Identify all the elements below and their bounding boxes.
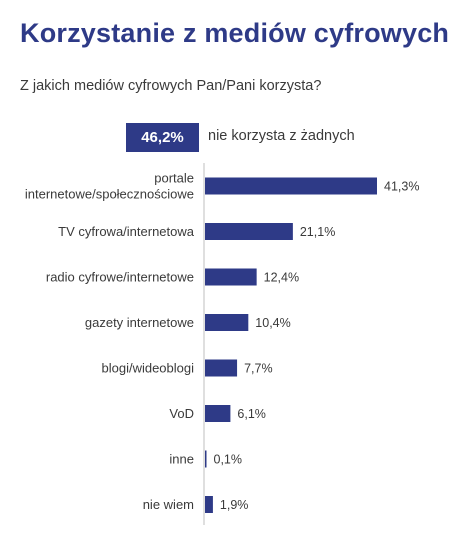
value-label-7: 1,9%: [220, 498, 249, 512]
category-label-line: inne: [169, 452, 194, 467]
category-label-line: VoD: [169, 406, 194, 421]
category-label-0: portale internetowe/społecznościowe: [25, 171, 194, 202]
no-use-label: nie korzysta z żadnych: [208, 128, 355, 144]
category-label-2: radio cyfrowe/internetowe: [46, 270, 194, 285]
category-label-line: blogi/wideoblogi: [101, 361, 194, 376]
category-label-5: VoD: [169, 406, 194, 421]
value-label-3: 10,4%: [255, 316, 290, 330]
bar-2: [205, 268, 257, 286]
bar-4: [205, 359, 238, 377]
category-label-line: TV cyfrowa/internetowa: [58, 224, 195, 239]
bar-0: [205, 177, 377, 195]
bars-group: 41,3% portale internetowe/społecznościowe 2…: [25, 171, 419, 513]
value-label-5: 6,1%: [237, 407, 266, 421]
bar-6: [205, 450, 207, 468]
category-label-3: gazety internetowe: [85, 315, 194, 330]
chart-title: Korzystanie z mediów cyfrowych: [20, 18, 450, 48]
category-label-line: gazety internetowe: [85, 315, 194, 330]
category-label-6: inne: [169, 452, 194, 467]
category-label-line: nie wiem: [143, 497, 194, 512]
bar-5: [205, 405, 231, 422]
value-label-4: 7,7%: [244, 362, 273, 376]
category-label-4: blogi/wideoblogi: [101, 361, 194, 376]
no-use-percent-value: 46,2%: [141, 129, 184, 146]
category-label-line: internetowe/społecznościowe: [25, 187, 194, 202]
category-label-7: nie wiem: [143, 497, 194, 512]
value-label-6: 0,1%: [214, 453, 243, 467]
question-text: Z jakich mediów cyfrowych Pan/Pani korzy…: [20, 78, 322, 94]
value-label-0: 41,3%: [384, 180, 419, 194]
bar-3: [205, 314, 249, 331]
category-label-line: radio cyfrowe/internetowe: [46, 270, 194, 285]
bar-1: [205, 223, 293, 240]
value-label-1: 21,1%: [300, 225, 335, 239]
value-label-2: 12,4%: [264, 271, 299, 285]
category-label-line: portale: [154, 171, 194, 186]
category-label-1: TV cyfrowa/internetowa: [58, 224, 195, 239]
no-use-percent-badge: 46,2%: [126, 123, 199, 152]
bar-7: [205, 496, 213, 513]
